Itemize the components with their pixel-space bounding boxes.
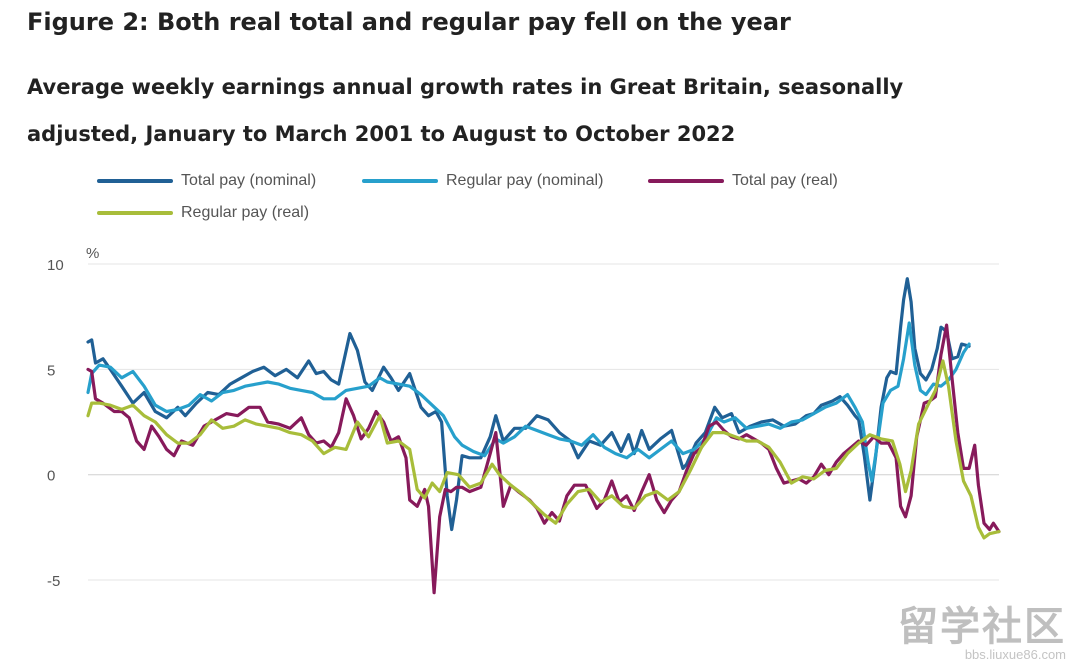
watermark-url: bbs.liuxue86.com bbox=[964, 647, 1066, 662]
legend-item-regular-pay-nominal[interactable]: Regular pay (nominal) bbox=[362, 172, 603, 190]
y-tick-label: 10 bbox=[47, 257, 64, 274]
series-line-regular-pay-real bbox=[86, 359, 1001, 540]
legend-swatch bbox=[97, 211, 173, 215]
legend-swatch bbox=[362, 179, 438, 183]
y-tick-label: 5 bbox=[47, 362, 55, 379]
figure-title: Figure 2: Both real total and regular pa… bbox=[27, 8, 791, 36]
legend-item-total-pay-real[interactable]: Total pay (real) bbox=[648, 172, 838, 190]
watermark-logo-text: 留学社区 bbox=[898, 605, 1066, 649]
chart-subtitle: Average weekly earnings annual growth ra… bbox=[27, 75, 904, 146]
legend-item-total-pay-nominal[interactable]: Total pay (nominal) bbox=[97, 172, 316, 190]
y-tick-label: 0 bbox=[47, 468, 55, 485]
series-line-regular-pay-nominal bbox=[86, 321, 971, 483]
watermark: 留学社区 bbs.liuxue86.com bbox=[898, 607, 1066, 662]
y-axis-label: % bbox=[86, 245, 99, 262]
legend-label: Total pay (real) bbox=[732, 172, 838, 189]
y-tick-label: -5 bbox=[47, 573, 60, 590]
series-line-total-pay-real bbox=[86, 323, 1001, 595]
legend-item-regular-pay-real[interactable]: Regular pay (real) bbox=[97, 204, 309, 222]
legend-label: Regular pay (real) bbox=[181, 204, 310, 221]
legend-label: Regular pay (nominal) bbox=[446, 172, 604, 189]
legend-label: Total pay (nominal) bbox=[181, 172, 317, 189]
legend-swatch bbox=[97, 179, 173, 183]
legend-swatch bbox=[648, 179, 724, 183]
